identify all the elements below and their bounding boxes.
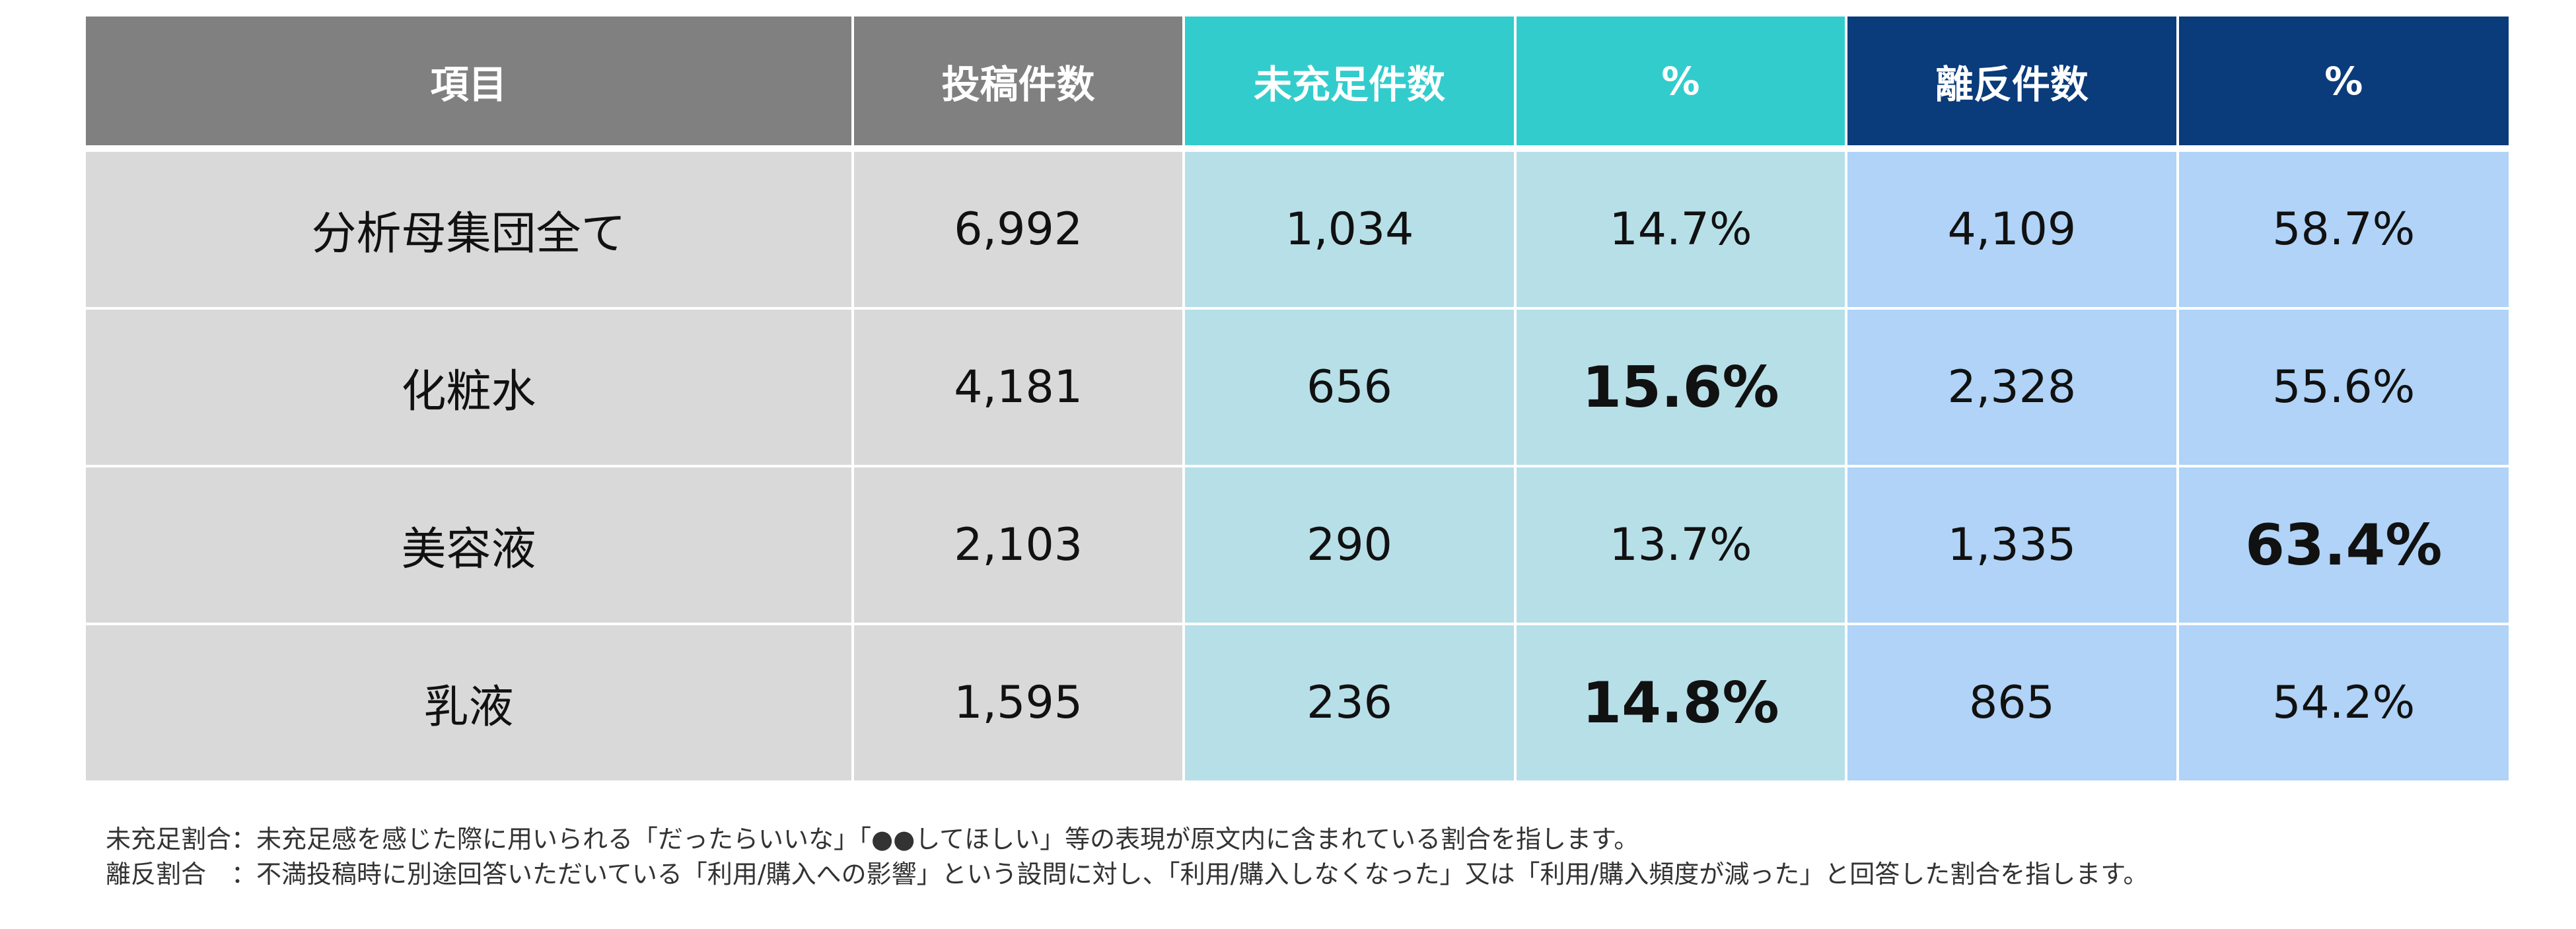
table-row: 美容液 2,103 290 13.7% 1,335 63.4%	[86, 465, 2509, 625]
cell-posts: 2,103	[851, 465, 1186, 625]
header-churn: 離反件数	[1845, 17, 2179, 152]
cell-unmet: 656	[1182, 307, 1517, 467]
header-item: 項目	[86, 17, 854, 152]
cell-item: 美容液	[86, 465, 854, 625]
header-unmet: 未充足件数	[1182, 17, 1517, 152]
cell-unmet: 1,034	[1182, 147, 1517, 310]
cell-unmet-pct-highlight: 15.6%	[1513, 307, 1848, 467]
header-posts: 投稿件数	[851, 17, 1186, 152]
cell-item: 化粧水	[86, 307, 854, 467]
cell-posts: 1,595	[851, 623, 1186, 783]
footnotes: 未充足割合：未充足感を感じた際に用いられる「だったらいいな」「●●してほしい」等…	[106, 822, 2148, 892]
cell-unmet: 236	[1182, 623, 1517, 783]
cell-churn-pct: 58.7%	[2176, 147, 2509, 310]
cell-churn: 1,335	[1845, 465, 2179, 625]
cell-posts: 4,181	[851, 307, 1186, 467]
cell-churn-pct: 54.2%	[2176, 623, 2509, 783]
data-table-container: 項目 投稿件数 未充足件数 % 離反件数 % 分析母集団全て 6,992 1,0…	[86, 17, 2509, 783]
header-unmet-pct: %	[1513, 17, 1848, 152]
table-row: 化粧水 4,181 656 15.6% 2,328 55.6%	[86, 307, 2509, 467]
cell-churn: 865	[1845, 623, 2179, 783]
cell-unmet-pct-highlight: 14.8%	[1513, 623, 1848, 783]
cell-unmet: 290	[1182, 465, 1517, 625]
table-header-row: 項目 投稿件数 未充足件数 % 離反件数 %	[86, 17, 2509, 152]
header-churn-pct: %	[2176, 17, 2509, 152]
cell-item: 乳液	[86, 623, 854, 783]
cell-churn-pct-highlight: 63.4%	[2176, 465, 2509, 625]
summary-table: 項目 投稿件数 未充足件数 % 離反件数 % 分析母集団全て 6,992 1,0…	[86, 17, 2509, 783]
cell-churn: 4,109	[1845, 147, 2179, 310]
cell-unmet-pct: 14.7%	[1513, 147, 1848, 310]
cell-item: 分析母集団全て	[86, 147, 854, 310]
cell-churn-pct: 55.6%	[2176, 307, 2509, 467]
cell-churn: 2,328	[1845, 307, 2179, 467]
table-row: 乳液 1,595 236 14.8% 865 54.2%	[86, 623, 2509, 783]
table-row: 分析母集団全て 6,992 1,034 14.7% 4,109 58.7%	[86, 147, 2509, 310]
cell-unmet-pct: 13.7%	[1513, 465, 1848, 625]
cell-posts: 6,992	[851, 147, 1186, 310]
footnote-churn-ratio: 離反割合 ：不満投稿時に別途回答いただいている「利用/購入への影響」という設問に…	[106, 860, 2149, 889]
footnote-unmet-ratio: 未充足割合：未充足感を感じた際に用いられる「だったらいいな」「●●してほしい」等…	[106, 825, 1639, 854]
